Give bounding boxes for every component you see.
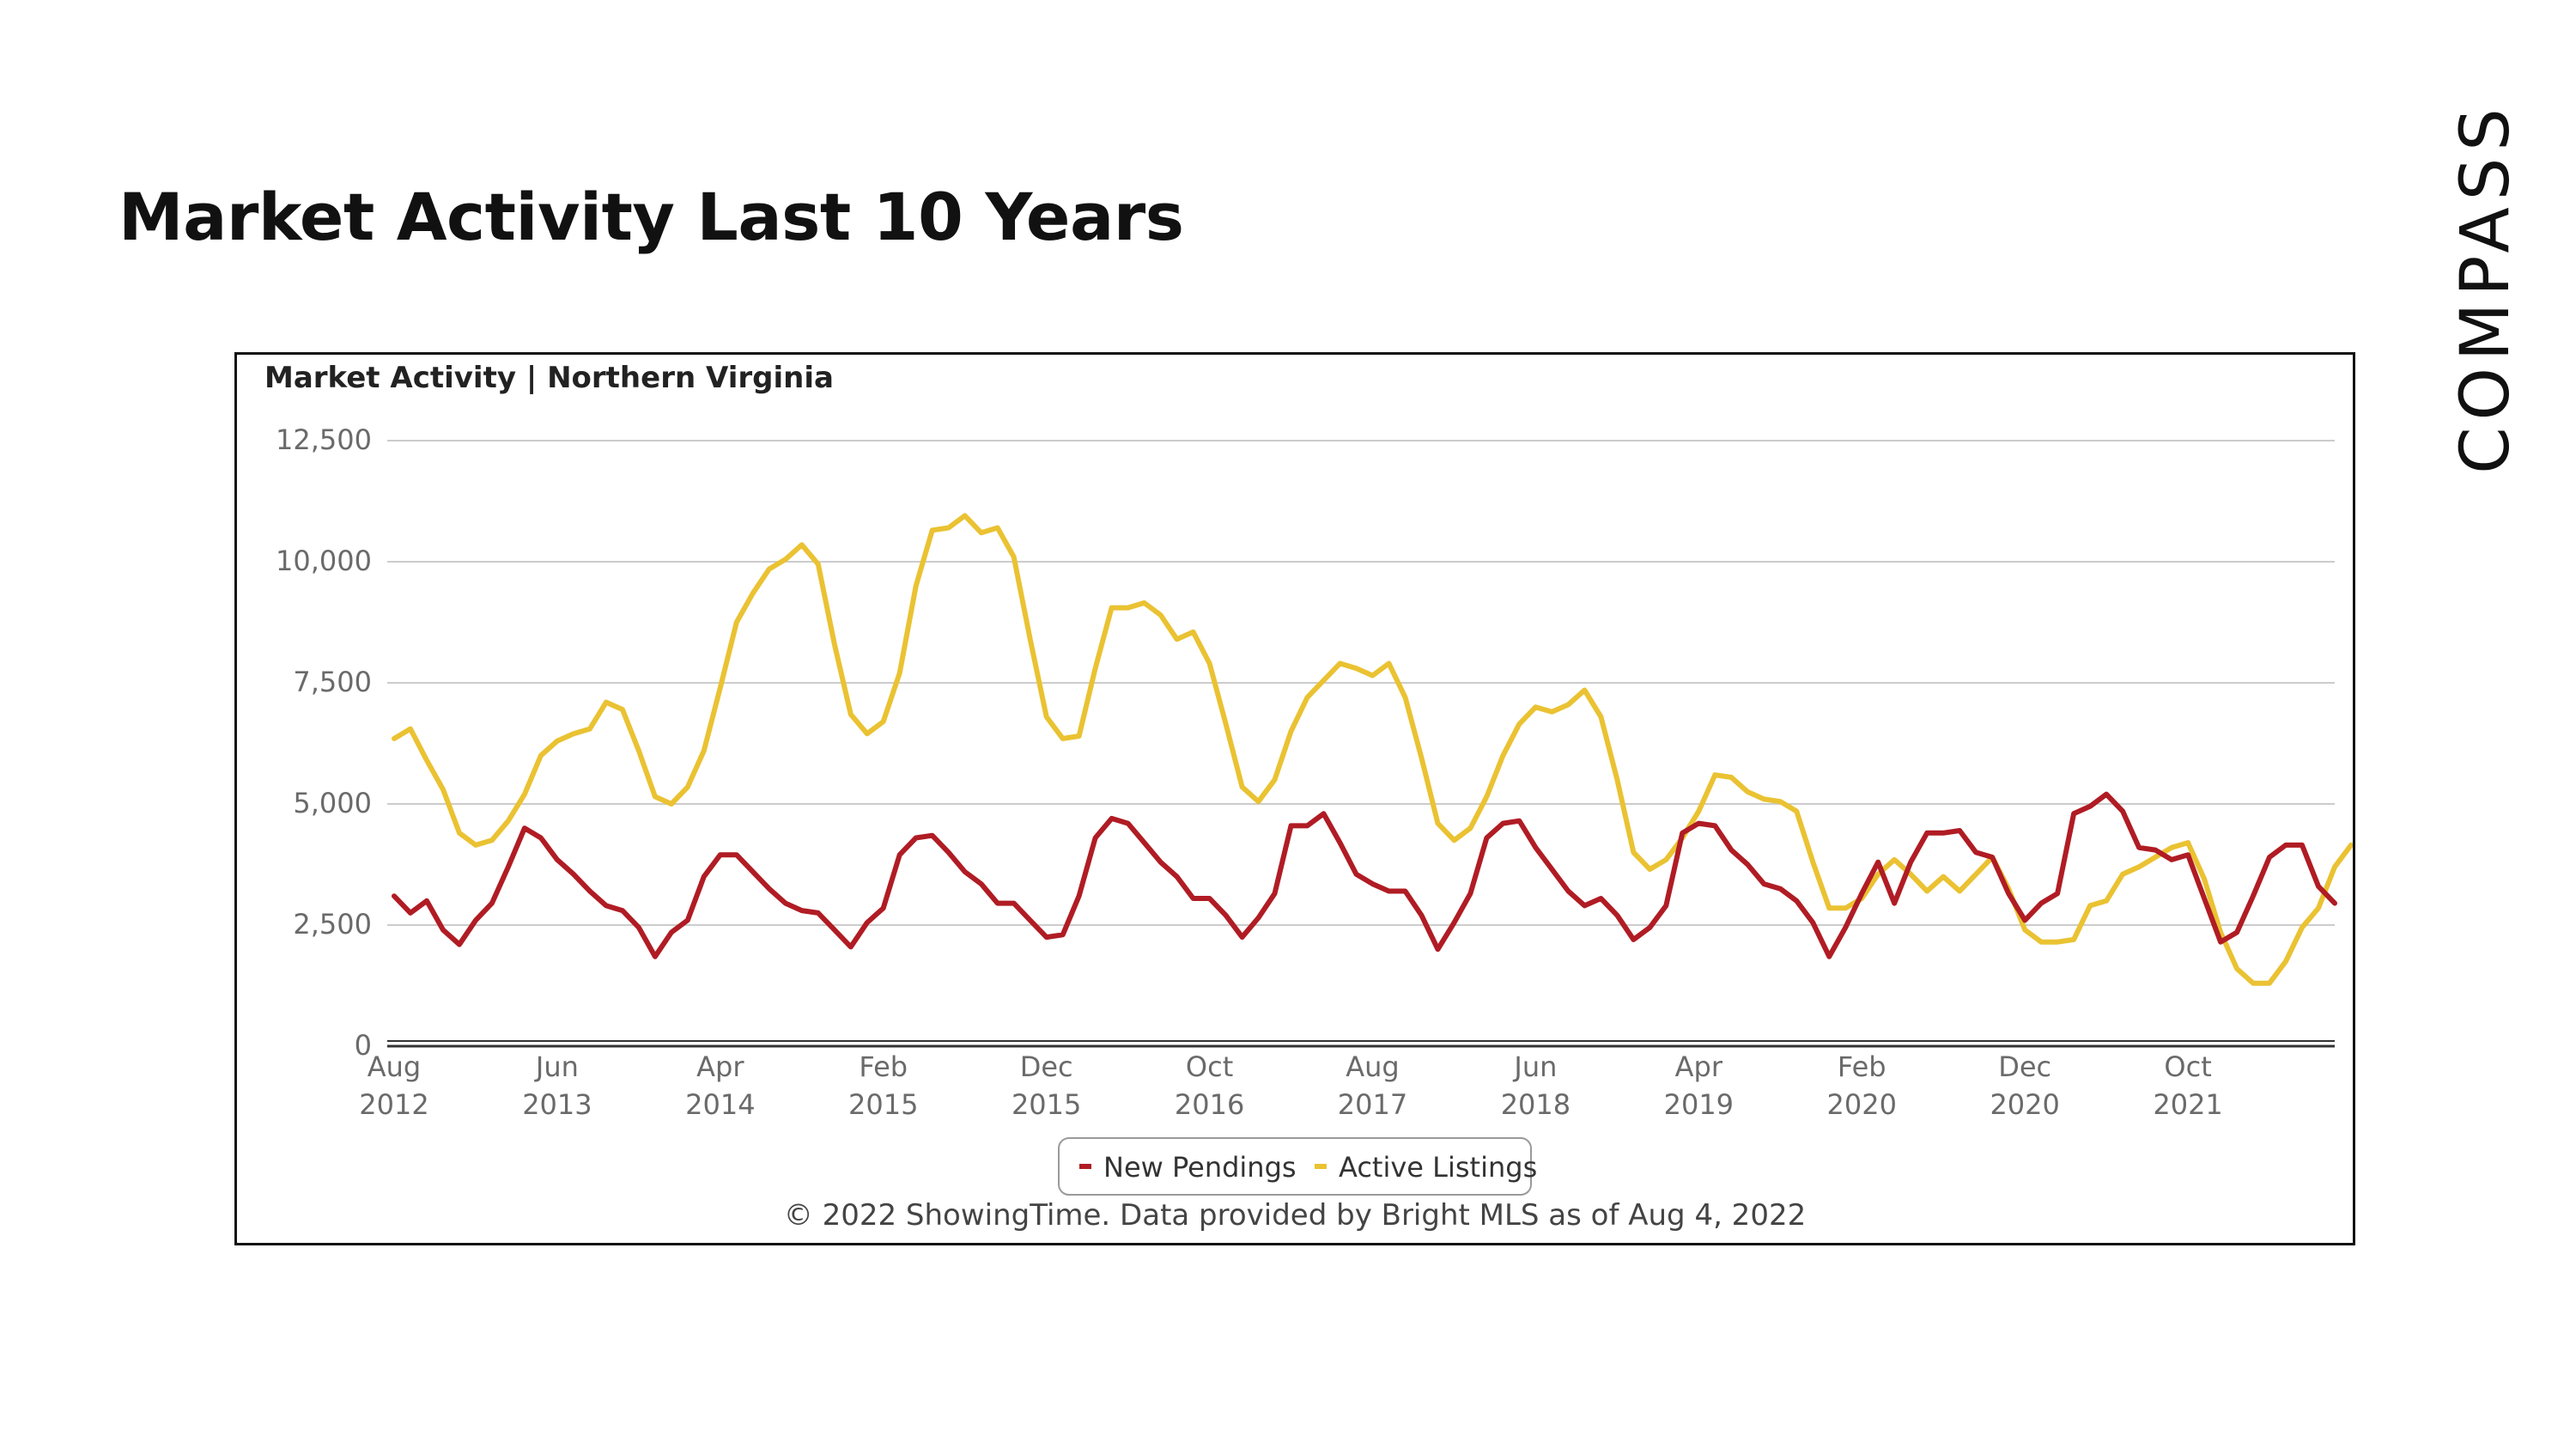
legend-swatch <box>1079 1164 1091 1169</box>
x-tick: Jun 2013 <box>522 1050 592 1121</box>
x-tick: Dec 2020 <box>1990 1050 2059 1121</box>
x-tick: Apr 2019 <box>1664 1050 1734 1121</box>
x-tick: Oct 2016 <box>1175 1050 1244 1121</box>
compass-logo: COMPASS <box>2447 69 2524 507</box>
y-axis: 0 2,500 5,000 7,500 10,000 12,500 <box>276 423 372 1062</box>
series-line-1 <box>392 513 2353 986</box>
x-tick-month: Dec <box>1998 1050 2051 1083</box>
x-tick: Feb 2015 <box>848 1050 918 1121</box>
series-lines <box>392 513 2353 986</box>
y-tick-label: 7,500 <box>293 666 372 698</box>
x-tick-year: 2020 <box>1990 1088 2059 1121</box>
chart-frame: Market Activity | Northern Virginia 0 2,5… <box>234 352 2355 1245</box>
series-line-0 <box>392 791 2337 959</box>
y-tick-label: 10,000 <box>276 545 372 577</box>
legend-label: Active Listings <box>1339 1151 1537 1184</box>
x-tick-month: Feb <box>859 1050 908 1083</box>
x-tick-year: 2017 <box>1338 1088 1407 1121</box>
x-tick: Feb 2020 <box>1827 1050 1897 1121</box>
grid-lines <box>387 440 2335 1048</box>
x-tick-year: 2020 <box>1827 1088 1897 1121</box>
y-tick-label: 2,500 <box>293 908 372 941</box>
x-tick-month: Jun <box>534 1050 579 1083</box>
y-tick-label: 5,000 <box>293 787 372 819</box>
x-tick: Aug 2012 <box>359 1050 428 1121</box>
x-tick-year: 2019 <box>1664 1088 1734 1121</box>
x-tick: Dec 2015 <box>1012 1050 1081 1121</box>
x-tick: Jun 2018 <box>1501 1050 1571 1121</box>
y-tick-label: 12,500 <box>276 423 372 456</box>
slide-title: Market Activity Last 10 Years <box>118 179 1184 255</box>
x-tick-month: Dec <box>1020 1050 1073 1083</box>
x-tick-month: Feb <box>1838 1050 1886 1083</box>
x-tick: Oct 2021 <box>2153 1050 2222 1121</box>
legend-box <box>1058 1137 1532 1196</box>
y-tick-label: 0 <box>355 1029 372 1062</box>
x-tick-month: Apr <box>1675 1050 1723 1083</box>
x-tick-year: 2014 <box>685 1088 755 1121</box>
x-tick-month: Oct <box>1186 1050 1233 1083</box>
market-activity-chart: Market Activity | Northern Virginia 0 2,5… <box>264 361 2353 1233</box>
legend-label: New Pendings <box>1103 1151 1297 1184</box>
x-tick-month: Apr <box>696 1050 744 1083</box>
chart-title: Market Activity | Northern Virginia <box>264 361 834 395</box>
x-tick-year: 2016 <box>1175 1088 1244 1121</box>
x-tick-month: Jun <box>1512 1050 1557 1083</box>
legend-entry[interactable]: Active Listings <box>1315 1151 1537 1184</box>
x-tick-year: 2012 <box>359 1088 428 1121</box>
legend: New Pendings Active Listings <box>1058 1137 1537 1196</box>
x-tick-year: 2015 <box>1012 1088 1081 1121</box>
x-tick-month: Aug <box>368 1050 421 1083</box>
x-tick: Aug 2017 <box>1338 1050 1407 1121</box>
brand-wordmark: COMPASS <box>2447 101 2524 474</box>
x-tick-month: Oct <box>2164 1050 2211 1083</box>
x-tick-year: 2015 <box>848 1088 918 1121</box>
legend-swatch <box>1315 1164 1327 1169</box>
x-tick: Apr 2014 <box>685 1050 755 1121</box>
legend-entry[interactable]: New Pendings <box>1079 1151 1297 1184</box>
chart-credit: © 2022 ShowingTime. Data provided by Bri… <box>784 1198 1806 1233</box>
x-tick-month: Aug <box>1346 1050 1399 1083</box>
x-tick-year: 2018 <box>1501 1088 1571 1121</box>
x-tick-year: 2021 <box>2153 1088 2222 1121</box>
x-tick-year: 2013 <box>522 1088 592 1121</box>
x-axis: Aug 2012 Jun 2013 Apr 2014 Feb 2015 Dec 2015 Oct 20… <box>359 1050 2223 1121</box>
